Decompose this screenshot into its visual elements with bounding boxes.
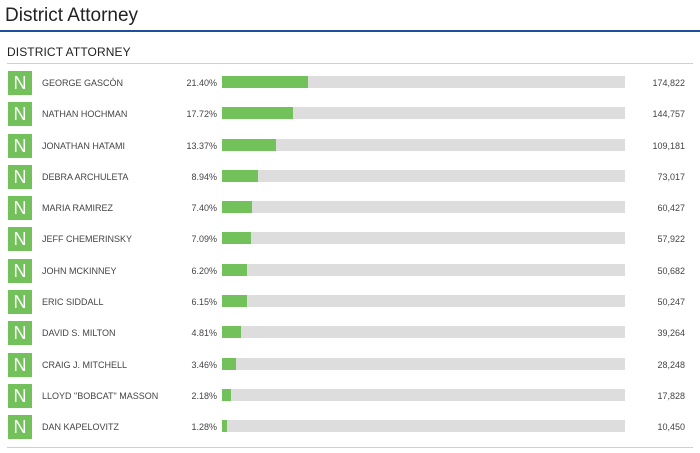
candidate-percent: 1.28% <box>191 422 217 433</box>
page-header: District Attorney <box>0 0 700 32</box>
candidate-row: N MARIA RAMIREZ 7.40% 60,427 <box>7 194 693 225</box>
vote-share-bar <box>222 232 625 245</box>
candidate-badge: N <box>8 290 32 315</box>
candidate-votes: 10,450 <box>657 422 685 433</box>
bottom-divider <box>7 446 693 448</box>
candidate-badge: N <box>8 415 32 440</box>
candidate-votes: 73,017 <box>657 171 685 182</box>
candidate-percent: 4.81% <box>191 328 217 339</box>
candidate-row: N DEBRA ARCHULETA 8.94% 73,017 <box>7 163 693 194</box>
vote-share-fill <box>222 326 242 339</box>
candidate-badge: N <box>8 133 32 158</box>
candidate-name: GEORGE GASCÓN <box>42 78 124 88</box>
candidate-percent: 6.15% <box>191 297 217 308</box>
candidate-percent: 21.40% <box>186 78 217 88</box>
vote-share-bar <box>222 388 625 401</box>
candidate-badge: N <box>8 352 32 377</box>
candidate-votes: 60,427 <box>657 203 685 214</box>
candidate-votes: 17,828 <box>657 390 685 401</box>
candidate-name: JEFF CHEMERINSKY <box>42 234 133 245</box>
vote-share-fill <box>222 201 252 214</box>
contest-section: DISTRICT ATTORNEY N GEORGE GASCÓN 21.40% 17… <box>7 32 693 445</box>
candidate-row: N DAVID S. MILTON 4.81% 39,264 <box>7 319 693 350</box>
candidate-percent: 7.09% <box>191 234 217 245</box>
vote-share-fill <box>222 420 228 433</box>
vote-share-fill <box>222 357 236 370</box>
candidate-percent: 6.20% <box>191 265 217 276</box>
candidate-percent: 2.18% <box>191 390 217 401</box>
vote-share-fill <box>222 295 247 308</box>
candidate-votes: 174,822 <box>652 78 685 88</box>
vote-share-fill <box>222 138 276 151</box>
candidate-name: CRAIG J. MITCHELL <box>42 359 128 370</box>
vote-share-bar <box>222 138 625 151</box>
candidate-percent: 8.94% <box>191 171 217 182</box>
vote-share-fill <box>222 107 294 120</box>
candidate-votes: 50,247 <box>657 297 685 308</box>
candidate-percent: 7.40% <box>191 203 217 214</box>
vote-share-bar <box>222 420 625 433</box>
candidate-name: DAN KAPELOVITZ <box>42 422 120 433</box>
candidate-badge: N <box>8 258 32 283</box>
candidate-badge: N <box>8 102 32 127</box>
candidate-name: JOHN MCKINNEY <box>42 265 117 276</box>
candidate-row: N DAN KAPELOVITZ 1.28% 10,450 <box>7 413 693 444</box>
candidate-row: N JOHN MCKINNEY 6.20% 50,682 <box>7 257 693 288</box>
candidate-row: N LLOYD "BOBCAT" MASSON 2.18% 17,828 <box>7 382 693 413</box>
vote-share-fill <box>222 232 251 245</box>
candidate-badge: N <box>8 196 32 221</box>
candidate-row: N NATHAN HOCHMAN 17.72% 144,757 <box>7 100 693 131</box>
candidate-percent: 3.46% <box>191 359 217 370</box>
candidate-percent: 13.37% <box>186 140 217 151</box>
vote-share-fill <box>222 76 309 88</box>
candidate-name: DEBRA ARCHULETA <box>42 171 129 182</box>
vote-share-bar <box>222 357 625 370</box>
candidate-row: N GEORGE GASCÓN 21.40% 174,822 <box>7 69 693 100</box>
contest-title: DISTRICT ATTORNEY <box>7 32 693 64</box>
page-title: District Attorney <box>5 5 139 26</box>
candidate-name: ERIC SIDDALL <box>42 297 104 308</box>
candidate-name: DAVID S. MILTON <box>42 328 116 339</box>
candidate-votes: 50,682 <box>657 265 685 276</box>
candidate-row: N ERIC SIDDALL 6.15% 50,247 <box>7 288 693 319</box>
candidate-badge: N <box>8 164 32 189</box>
vote-share-fill <box>222 388 231 401</box>
candidate-badge: N <box>8 383 32 408</box>
candidate-name: NATHAN HOCHMAN <box>42 109 128 120</box>
candidate-badge: N <box>8 321 32 346</box>
candidate-percent: 17.72% <box>186 109 217 120</box>
vote-share-fill <box>222 169 259 182</box>
vote-share-bar <box>222 326 625 339</box>
candidate-votes: 144,757 <box>652 109 685 120</box>
candidate-row: N CRAIG J. MITCHELL 3.46% 28,248 <box>7 351 693 382</box>
candidate-votes: 39,264 <box>657 328 685 339</box>
vote-share-bar <box>222 263 625 276</box>
candidate-name: JONATHAN HATAMI <box>42 140 125 151</box>
candidate-name: MARIA RAMIREZ <box>42 203 114 214</box>
vote-share-fill <box>222 263 247 276</box>
candidate-row: N JEFF CHEMERINSKY 7.09% 57,922 <box>7 225 693 256</box>
candidate-badge: N <box>8 227 32 252</box>
vote-share-bar <box>222 76 625 88</box>
vote-share-bar <box>222 169 625 182</box>
vote-share-bar <box>222 107 625 120</box>
candidate-row: N JONATHAN HATAMI 13.37% 109,181 <box>7 132 693 163</box>
candidate-badge: N <box>8 71 32 95</box>
candidate-votes: 109,181 <box>652 140 685 151</box>
vote-share-bar <box>222 295 625 308</box>
candidate-votes: 57,922 <box>657 234 685 245</box>
candidate-list: N GEORGE GASCÓN 21.40% 174,822 N NATHAN HOCHM… <box>7 69 693 445</box>
candidate-name: LLOYD "BOBCAT" MASSON <box>42 390 159 401</box>
candidate-votes: 28,248 <box>657 359 685 370</box>
vote-share-bar <box>222 201 625 214</box>
